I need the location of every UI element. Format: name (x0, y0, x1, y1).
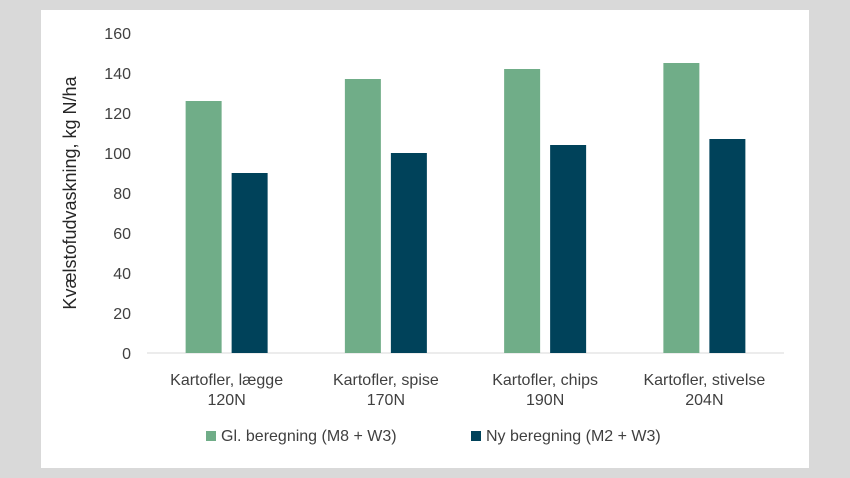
y-tick-label: 140 (104, 66, 131, 83)
legend-swatch (206, 431, 216, 441)
x-tick-label: Kartofler, lægge (170, 372, 283, 389)
y-tick-label: 20 (113, 306, 131, 323)
y-axis-ticks: 0 20 40 60 80 100 120 140 160 (104, 26, 131, 363)
legend: Gl. beregning (M8 + W3) Ny beregning (M2 … (206, 428, 661, 445)
y-tick-label: 40 (113, 266, 131, 283)
bar-gl-beregning (663, 63, 700, 353)
bar-gl-beregning (344, 79, 381, 353)
x-tick-label: 204N (685, 392, 723, 409)
legend-swatch (471, 431, 481, 441)
bar-ny-beregning (709, 139, 746, 353)
x-tick-label: 190N (526, 392, 564, 409)
y-axis-label: Kvælstofudvaskning, kg N/ha (60, 75, 80, 309)
legend-label: Ny beregning (M2 + W3) (486, 428, 661, 445)
x-tick-label: Kartofler, chips (492, 372, 598, 389)
bars (185, 63, 746, 353)
bar-ny-beregning (231, 173, 268, 353)
x-axis-tick-labels: Kartofler, lægge 120N Kartofler, spise 170N… (170, 372, 765, 409)
x-tick-label: Kartofler, stivelse (643, 372, 765, 389)
legend-label: Gl. beregning (M8 + W3) (221, 428, 397, 445)
bar-gl-beregning (504, 69, 541, 353)
x-tick-label: 120N (208, 392, 246, 409)
y-tick-label: 0 (122, 346, 131, 363)
bar-ny-beregning (550, 145, 587, 353)
y-tick-label: 100 (104, 146, 131, 163)
bar-gl-beregning (185, 101, 222, 353)
y-tick-label: 80 (113, 186, 131, 203)
y-tick-label: 160 (104, 26, 131, 43)
x-tick-label: 170N (367, 392, 405, 409)
y-tick-label: 120 (104, 106, 131, 123)
bar-ny-beregning (390, 153, 427, 353)
x-tick-label: Kartofler, spise (333, 372, 439, 389)
y-tick-label: 60 (113, 226, 131, 243)
